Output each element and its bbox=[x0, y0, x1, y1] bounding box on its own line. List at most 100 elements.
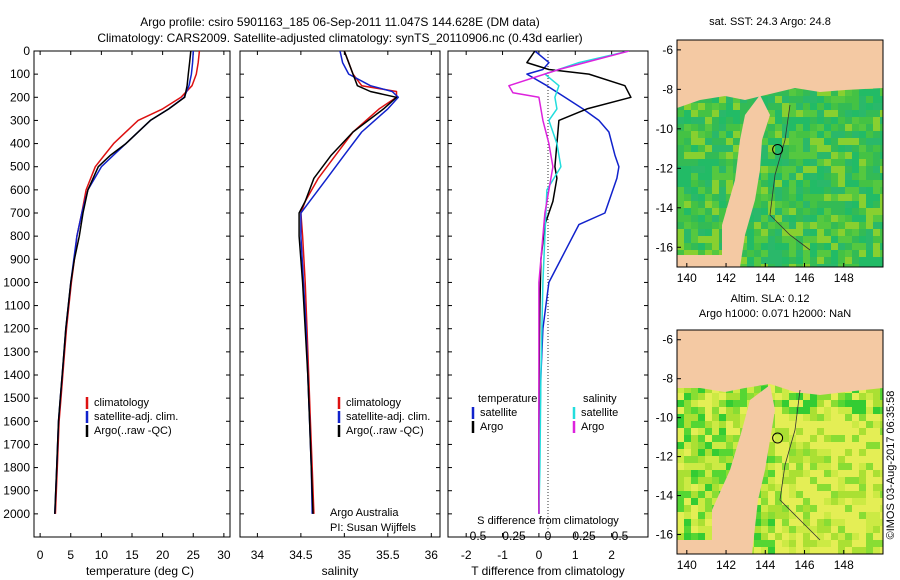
field-cell bbox=[782, 222, 789, 229]
field-cell bbox=[803, 407, 810, 414]
lat-tick-label: -10 bbox=[656, 122, 674, 136]
field-cell bbox=[817, 519, 824, 526]
field-cell bbox=[817, 229, 824, 236]
field-cell bbox=[866, 152, 873, 159]
legend-label-climatology: climatology bbox=[94, 397, 150, 409]
field-cell bbox=[733, 393, 740, 400]
field-cell bbox=[705, 243, 712, 250]
field-cell bbox=[726, 449, 733, 456]
field-cell bbox=[824, 159, 831, 166]
field-cell bbox=[796, 449, 803, 456]
field-cell bbox=[740, 110, 747, 117]
field-cell bbox=[705, 117, 712, 124]
field-cell bbox=[698, 152, 705, 159]
field-cell bbox=[824, 215, 831, 222]
field-cell bbox=[803, 117, 810, 124]
field-cell bbox=[810, 533, 817, 540]
field-cell bbox=[838, 124, 845, 131]
field-cell bbox=[873, 110, 880, 117]
argo-float-location-marker bbox=[772, 432, 784, 444]
field-cell bbox=[810, 498, 817, 505]
field-cell bbox=[719, 208, 726, 215]
field-cell bbox=[712, 138, 719, 145]
field-cell bbox=[859, 477, 866, 484]
field-cell bbox=[824, 414, 831, 421]
field-cell bbox=[761, 477, 768, 484]
field-cell bbox=[782, 264, 789, 267]
field-cell bbox=[712, 463, 719, 470]
field-cell bbox=[831, 201, 838, 208]
field-cell bbox=[691, 407, 698, 414]
field-cell bbox=[684, 456, 691, 463]
field-cell bbox=[768, 428, 775, 435]
field-cell bbox=[859, 159, 866, 166]
field-cell bbox=[845, 145, 852, 152]
credit-argo-australia: Argo Australia bbox=[330, 507, 399, 519]
field-cell bbox=[684, 414, 691, 421]
field-cell bbox=[845, 180, 852, 187]
field-cell bbox=[733, 124, 740, 131]
field-cell bbox=[677, 400, 684, 407]
field-cell bbox=[817, 407, 824, 414]
field-cell bbox=[845, 117, 852, 124]
field-cell bbox=[719, 400, 726, 407]
field-cell bbox=[726, 414, 733, 421]
legend-label-climatology: climatology bbox=[346, 397, 402, 409]
field-cell bbox=[698, 124, 705, 131]
field-cell bbox=[768, 526, 775, 533]
field-cell bbox=[754, 540, 761, 547]
field-cell bbox=[873, 547, 880, 554]
field-cell bbox=[880, 526, 883, 533]
field-cell bbox=[859, 393, 866, 400]
field-cell bbox=[880, 96, 883, 103]
field-cell bbox=[691, 393, 698, 400]
field-cell bbox=[859, 484, 866, 491]
field-cell bbox=[768, 131, 775, 138]
field-cell bbox=[796, 533, 803, 540]
field-cell bbox=[859, 547, 866, 554]
field-cell bbox=[712, 243, 719, 250]
field-cell bbox=[740, 393, 747, 400]
field-cell bbox=[754, 222, 761, 229]
field-cell bbox=[866, 236, 873, 243]
field-cell bbox=[775, 187, 782, 194]
field-cell bbox=[768, 96, 775, 103]
field-cell bbox=[691, 526, 698, 533]
field-cell bbox=[796, 428, 803, 435]
field-cell bbox=[824, 117, 831, 124]
field-cell bbox=[817, 166, 824, 173]
field-cell bbox=[803, 229, 810, 236]
field-cell bbox=[803, 152, 810, 159]
field-cell bbox=[684, 117, 691, 124]
field-cell bbox=[845, 96, 852, 103]
field-cell bbox=[838, 463, 845, 470]
field-cell bbox=[782, 428, 789, 435]
field-cell bbox=[838, 449, 845, 456]
field-cell bbox=[866, 477, 873, 484]
field-cell bbox=[838, 194, 845, 201]
field-cell bbox=[845, 505, 852, 512]
field-cell bbox=[775, 547, 782, 554]
field-cell bbox=[873, 166, 880, 173]
field-cell bbox=[768, 222, 775, 229]
field-cell bbox=[789, 173, 796, 180]
field-cell bbox=[691, 519, 698, 526]
field-cell bbox=[775, 117, 782, 124]
field-cell bbox=[782, 236, 789, 243]
field-cell bbox=[838, 145, 845, 152]
field-cell bbox=[796, 208, 803, 215]
field-cell bbox=[824, 243, 831, 250]
field-cell bbox=[810, 264, 817, 267]
field-cell bbox=[775, 386, 782, 393]
field-cell bbox=[775, 533, 782, 540]
field-cell bbox=[775, 505, 782, 512]
field-cell bbox=[698, 519, 705, 526]
depth-tick-label: 900 bbox=[10, 252, 30, 266]
field-cell bbox=[873, 117, 880, 124]
field-cell bbox=[684, 180, 691, 187]
field-cell bbox=[775, 512, 782, 519]
field-cell bbox=[803, 526, 810, 533]
field-cell bbox=[782, 505, 789, 512]
lon-tick-label: 142 bbox=[716, 271, 736, 285]
field-cell bbox=[859, 173, 866, 180]
